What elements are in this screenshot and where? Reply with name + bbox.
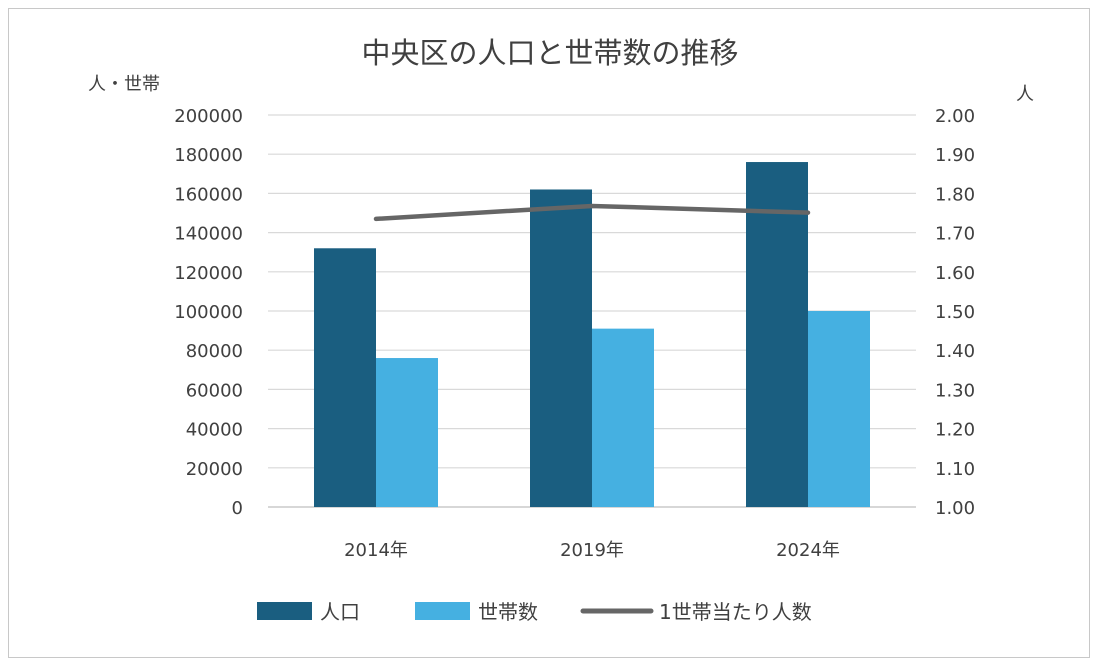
right-tick-label: 1.50 <box>935 302 975 323</box>
category-label: 2019年 <box>560 540 624 561</box>
bar-population <box>314 248 376 507</box>
right-tick-label: 1.20 <box>935 420 975 441</box>
left-tick-label: 60000 <box>186 380 243 401</box>
chart-title: 中央区の人口と世帯数の推移 <box>361 36 738 70</box>
legend-swatch <box>257 602 312 620</box>
left-tick-label: 100000 <box>174 302 243 323</box>
left-axis-label: 人・世帯 <box>88 74 160 95</box>
right-tick-label: 1.80 <box>935 184 975 205</box>
left-tick-label: 40000 <box>186 420 243 441</box>
left-tick-label: 180000 <box>174 145 243 166</box>
left-tick-label: 80000 <box>186 341 243 362</box>
bars <box>314 162 870 508</box>
right-tick-label: 1.60 <box>935 263 975 284</box>
bar-households <box>808 311 870 507</box>
left-tick-label: 200000 <box>174 106 243 127</box>
right-tick-label: 1.10 <box>935 459 975 480</box>
right-tick-label: 1.70 <box>935 224 975 245</box>
line-series <box>373 203 811 222</box>
legend-swatch <box>415 602 470 620</box>
left-tick-label: 20000 <box>186 459 243 480</box>
right-tick-label: 1.30 <box>935 380 975 401</box>
left-tick-label: 140000 <box>174 224 243 245</box>
right-tick-label: 1.90 <box>935 145 975 166</box>
bar-households <box>376 358 438 507</box>
right-tick-label: 2.00 <box>935 106 975 127</box>
right-tick-label: 1.00 <box>935 498 975 519</box>
legend-label: 世帯数 <box>478 600 538 624</box>
right-axis-ticks: 1.00 1.10 1.20 1.30 1.40 1.50 1.60 1.70 1.80 1.90… <box>935 106 975 519</box>
bar-population <box>530 189 592 508</box>
category-label: 2024年 <box>776 540 840 561</box>
left-tick-label: 0 <box>232 498 243 519</box>
bar-population <box>746 162 808 508</box>
right-tick-label: 1.40 <box>935 341 975 362</box>
category-label: 2014年 <box>344 540 408 561</box>
legend: 人口 世帯数 1世帯当たり人数 <box>257 600 812 624</box>
left-tick-label: 120000 <box>174 263 243 284</box>
legend-label: 1世帯当たり人数 <box>659 600 812 624</box>
legend-label: 人口 <box>320 600 360 624</box>
bar-households <box>592 328 654 507</box>
left-axis-ticks: 0 20000 40000 60000 80000 100000 120000 140000 1… <box>174 106 243 519</box>
left-tick-label: 160000 <box>174 184 243 205</box>
category-axis-ticks: 2014年 2019年 2024年 <box>344 540 840 561</box>
right-axis-label: 人 <box>1016 84 1034 105</box>
